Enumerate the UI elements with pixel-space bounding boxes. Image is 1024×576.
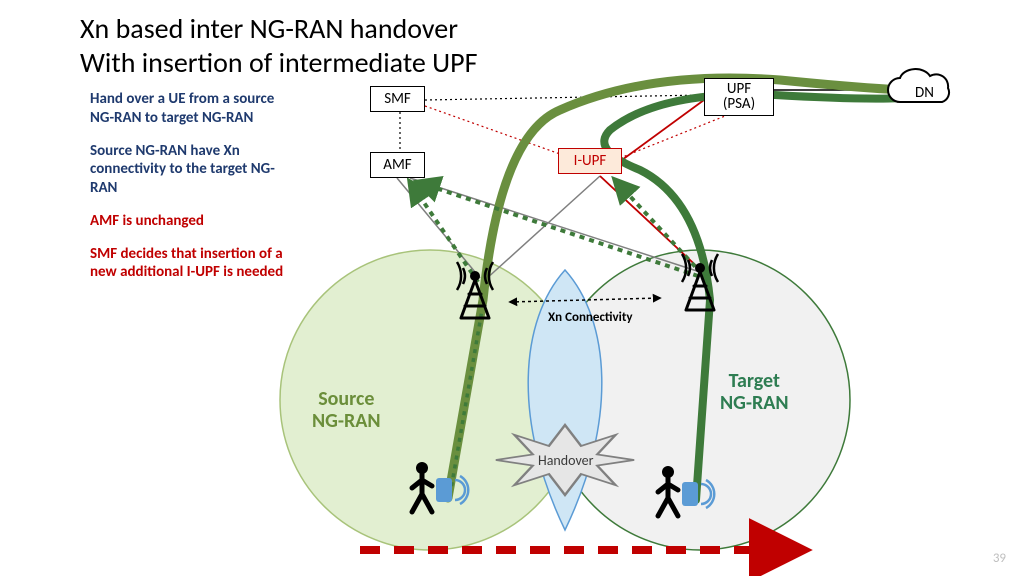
side-notes: Hand over a UE from a source NG-RAN to t… — [90, 90, 300, 296]
note-4: SMF decides that insertion of a new addi… — [90, 245, 300, 283]
iupf-node: I-UPF — [558, 148, 622, 174]
target-ran-label: TargetNG-RAN — [720, 370, 789, 414]
source-tower-icon — [457, 262, 493, 318]
path-original — [448, 78, 905, 498]
target-coverage — [550, 250, 850, 550]
amf-node: AMF — [370, 152, 425, 178]
title-line-1: Xn based inter NG-RAN handover — [80, 11, 458, 46]
note-1: Hand over a UE from a source NG-RAN to t… — [90, 90, 300, 128]
handover-label: Handover — [538, 452, 594, 469]
page-title: Xn based inter NG-RAN handover With inse… — [80, 12, 477, 79]
upf-psa-node: UPF(PSA) — [704, 78, 774, 116]
smf-node: SMF — [370, 86, 425, 112]
xn-connectivity-label: Xn Connectivity — [548, 310, 633, 325]
target-user-icon — [658, 466, 714, 516]
overlap-lens — [528, 270, 602, 530]
page-number: 39 — [993, 551, 1006, 566]
path-new — [604, 94, 905, 500]
dn-label: DN — [915, 84, 934, 102]
note-3: AMF is unchanged — [90, 212, 300, 231]
title-line-2: With insertion of intermediate UPF — [80, 45, 477, 80]
note-2: Source NG-RAN have Xn connectivity to th… — [90, 142, 300, 198]
source-ran-label: SourceNG-RAN — [312, 388, 381, 432]
source-user-icon — [412, 462, 468, 512]
target-tower-icon — [682, 254, 718, 310]
